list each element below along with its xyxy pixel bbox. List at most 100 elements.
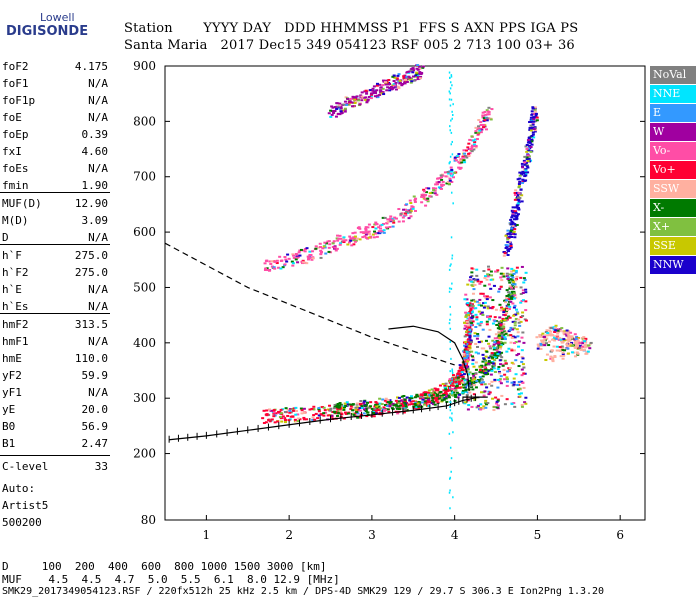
echo-dot: [576, 340, 580, 343]
echo-dot: [389, 85, 393, 88]
echo-dot: [485, 295, 489, 298]
echo-dot: [469, 309, 473, 312]
echo-dot: [302, 411, 306, 414]
echo-dot: [510, 294, 514, 297]
echo-dot: [432, 401, 436, 404]
echo-dot: [458, 364, 462, 367]
param-value: N/A: [88, 162, 108, 175]
echo-dot: [395, 404, 399, 407]
param-name: B1: [2, 437, 16, 450]
echo-dot: [499, 327, 503, 330]
echo-dot: [561, 351, 565, 354]
echo-dot: [422, 196, 426, 199]
echo-dot: [327, 112, 331, 115]
echo-dot: [504, 234, 508, 237]
echo-dot: [510, 361, 514, 364]
echo-dot: [474, 361, 478, 364]
echo-dot: [476, 334, 480, 337]
echo-dot: [519, 320, 523, 323]
echo-dot: [524, 161, 528, 164]
echo-dot: [475, 380, 479, 383]
echo-dot: [506, 304, 510, 307]
echo-dot: [508, 273, 512, 276]
echo-dot: [468, 334, 472, 337]
echo-dot: [526, 141, 530, 144]
echo-dot: [534, 112, 538, 115]
echo-dot: [476, 345, 480, 348]
param-value: 3.09: [81, 214, 109, 227]
echo-dot: [505, 275, 509, 278]
param-value: 56.9: [81, 420, 109, 433]
echo-dot: [376, 94, 380, 97]
echo-dot: [518, 387, 522, 390]
echo-dot: [508, 235, 512, 238]
echo-dot: [319, 246, 323, 249]
echo-dot: [515, 206, 519, 209]
echo-dot: [358, 227, 362, 230]
echo-dot: [539, 347, 543, 350]
echo-dot: [272, 411, 276, 414]
echo-dot: [451, 140, 453, 143]
echo-dot: [473, 399, 477, 402]
echo-dot: [420, 193, 424, 196]
echo-dot: [409, 202, 413, 205]
echo-dot: [493, 378, 497, 381]
echo-dot: [463, 379, 467, 382]
echo-dot: [479, 381, 483, 384]
echo-dot: [457, 379, 461, 382]
echo-dot: [495, 270, 499, 273]
echo-dot: [487, 117, 491, 120]
echo-dot: [518, 193, 522, 196]
param-name: h`Es: [2, 300, 29, 313]
echo-dot: [331, 410, 335, 413]
echo-dot: [330, 414, 334, 417]
echo-dot: [474, 130, 478, 133]
x-tick-label: 5: [534, 528, 542, 542]
echo-dot: [321, 406, 325, 409]
echo-dot: [501, 307, 505, 310]
echo-dot: [507, 307, 511, 310]
echo-dot: [522, 386, 526, 389]
echo-dot: [378, 83, 382, 86]
echo-dot: [395, 407, 399, 410]
param-value: 2.47: [81, 437, 109, 450]
echo-dot: [514, 271, 518, 274]
echo-dot: [420, 201, 424, 204]
echo-dot: [513, 236, 517, 239]
echo-dot: [336, 414, 340, 417]
echo-dot: [349, 97, 353, 100]
echo-dot: [557, 338, 561, 341]
echo-dot: [529, 146, 533, 149]
echo-dot: [508, 370, 512, 373]
echo-dot: [416, 402, 420, 405]
param-name: foF1: [2, 77, 29, 90]
echo-dot: [456, 374, 460, 377]
echo-dot: [496, 404, 500, 407]
echo-dot: [453, 171, 457, 174]
echo-dot: [520, 172, 524, 175]
profile-curve: [388, 325, 470, 392]
echo-dot: [510, 274, 514, 277]
echo-dot: [302, 407, 306, 410]
echo-dot: [448, 387, 451, 390]
param-value: N/A: [88, 111, 108, 124]
echo-dot: [454, 389, 458, 392]
echo-dot: [582, 348, 586, 351]
echo-dot: [289, 415, 293, 418]
echo-dot: [467, 404, 471, 407]
echo-dot: [507, 330, 511, 333]
echo-dot: [522, 341, 526, 344]
echo-dot: [351, 232, 355, 235]
echo-dot: [506, 254, 510, 257]
echo-dot: [283, 410, 287, 413]
echo-dot: [474, 342, 478, 345]
echo-dot: [527, 147, 531, 150]
echo-dot: [517, 196, 521, 199]
echo-dot: [469, 384, 473, 387]
echo-dot: [416, 68, 420, 71]
echo-dot: [312, 407, 316, 410]
echo-dot: [458, 369, 462, 372]
echo-dot: [360, 405, 364, 408]
echo-dot: [522, 366, 526, 369]
echo-dot: [396, 412, 400, 415]
